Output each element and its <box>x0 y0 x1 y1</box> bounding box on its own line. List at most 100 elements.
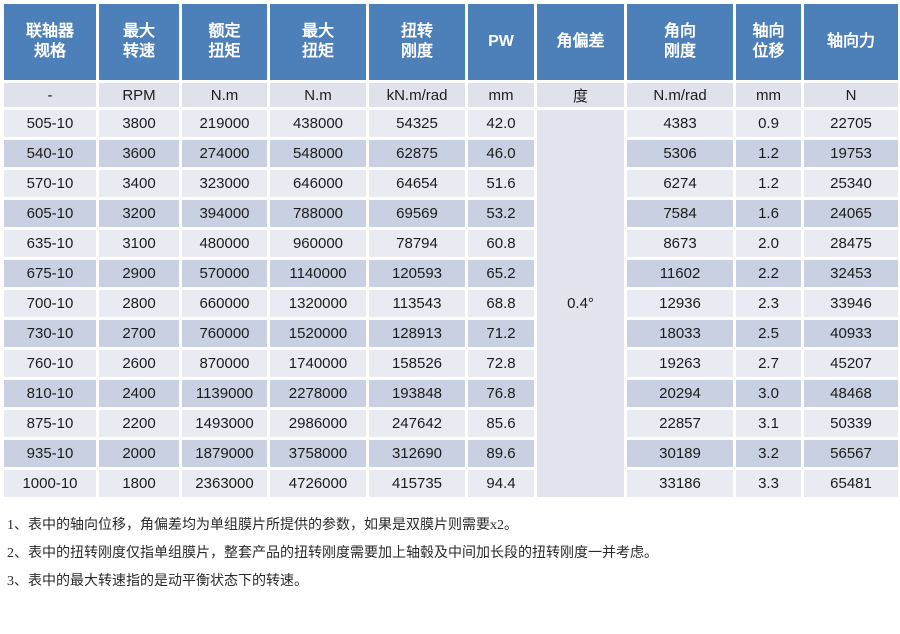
cell-angular-stiffness: 11602 <box>627 260 733 287</box>
cell-axial-displacement: 2.7 <box>736 350 801 377</box>
cell-max-speed: 2600 <box>99 350 179 377</box>
cell-spec: 505-10 <box>4 110 96 137</box>
cell-pw: 76.8 <box>468 380 534 407</box>
cell-pw: 68.8 <box>468 290 534 317</box>
unit-angular-stiffness: N.m/rad <box>627 83 733 107</box>
unit-rated-torque: N.m <box>182 83 267 107</box>
cell-max-torque: 646000 <box>270 170 366 197</box>
cell-torsional-stiffness: 64654 <box>369 170 465 197</box>
coupling-spec-table: 联轴器 规格 最大 转速 额定 扭矩 最大 扭矩 扭转 刚度 PW 角偏差 角向 刚度 轴向 位… <box>1 1 900 500</box>
cell-max-speed: 2800 <box>99 290 179 317</box>
cell-axial-displacement: 3.0 <box>736 380 801 407</box>
cell-max-torque: 3758000 <box>270 440 366 467</box>
cell-axial-force: 40933 <box>804 320 898 347</box>
cell-rated-torque: 323000 <box>182 170 267 197</box>
cell-rated-torque: 274000 <box>182 140 267 167</box>
table-row: 635-10 3100 480000 960000 78794 60.8 8673 2.0 28… <box>4 230 898 257</box>
cell-spec: 700-10 <box>4 290 96 317</box>
header-row: 联轴器 规格 最大 转速 额定 扭矩 最大 扭矩 扭转 刚度 PW 角偏差 角向 刚度 轴向 位… <box>4 4 898 80</box>
cell-axial-displacement: 3.1 <box>736 410 801 437</box>
cell-max-speed: 2900 <box>99 260 179 287</box>
column-header-spec: 联轴器 规格 <box>4 4 96 80</box>
table-row: 540-10 3600 274000 548000 62875 46.0 5306 1.2 19… <box>4 140 898 167</box>
cell-pw: 42.0 <box>468 110 534 137</box>
cell-axial-displacement: 0.9 <box>736 110 801 137</box>
cell-rated-torque: 760000 <box>182 320 267 347</box>
cell-angular-deviation-merged: 0.4° <box>537 110 624 497</box>
column-header-angular-deviation: 角偏差 <box>537 4 624 80</box>
cell-torsional-stiffness: 128913 <box>369 320 465 347</box>
cell-rated-torque: 394000 <box>182 200 267 227</box>
cell-axial-force: 50339 <box>804 410 898 437</box>
cell-spec: 875-10 <box>4 410 96 437</box>
unit-axial-displacement: mm <box>736 83 801 107</box>
cell-axial-force: 28475 <box>804 230 898 257</box>
cell-axial-displacement: 2.2 <box>736 260 801 287</box>
table-row: 760-10 2600 870000 1740000 158526 72.8 19263 2.… <box>4 350 898 377</box>
cell-axial-displacement: 1.6 <box>736 200 801 227</box>
cell-max-torque: 4726000 <box>270 470 366 497</box>
unit-torsional-stiffness: kN.m/rad <box>369 83 465 107</box>
cell-rated-torque: 1879000 <box>182 440 267 467</box>
table-row: 570-10 3400 323000 646000 64654 51.6 6274 1.2 25… <box>4 170 898 197</box>
note: 1、表中的轴向位移，角偏差均为单组膜片所提供的参数，如果是双膜片则需要x2。 <box>7 518 518 533</box>
cell-angular-stiffness: 6274 <box>627 170 733 197</box>
cell-torsional-stiffness: 54325 <box>369 110 465 137</box>
column-header-rated-torque: 额定 扭矩 <box>182 4 267 80</box>
cell-pw: 53.2 <box>468 200 534 227</box>
cell-max-torque: 1520000 <box>270 320 366 347</box>
cell-max-torque: 788000 <box>270 200 366 227</box>
cell-pw: 71.2 <box>468 320 534 347</box>
cell-axial-force: 24065 <box>804 200 898 227</box>
table-head: 联轴器 规格 最大 转速 额定 扭矩 最大 扭矩 扭转 刚度 PW 角偏差 角向 刚度 轴向 位… <box>4 4 898 107</box>
cell-max-speed: 1800 <box>99 470 179 497</box>
column-header-max-torque: 最大 扭矩 <box>270 4 366 80</box>
cell-rated-torque: 2363000 <box>182 470 267 497</box>
cell-axial-displacement: 3.3 <box>736 470 801 497</box>
cell-spec: 540-10 <box>4 140 96 167</box>
cell-spec: 810-10 <box>4 380 96 407</box>
cell-torsional-stiffness: 69569 <box>369 200 465 227</box>
cell-max-speed: 3200 <box>99 200 179 227</box>
cell-torsional-stiffness: 78794 <box>369 230 465 257</box>
unit-angular-deviation: 度 <box>537 83 624 107</box>
unit-axial-force: N <box>804 83 898 107</box>
cell-spec: 675-10 <box>4 260 96 287</box>
cell-rated-torque: 480000 <box>182 230 267 257</box>
cell-max-speed: 3400 <box>99 170 179 197</box>
table-row: 675-10 2900 570000 1140000 120593 65.2 11602 2.… <box>4 260 898 287</box>
cell-angular-stiffness: 12936 <box>627 290 733 317</box>
cell-pw: 51.6 <box>468 170 534 197</box>
column-header-angular-stiffness: 角向 刚度 <box>627 4 733 80</box>
cell-rated-torque: 1493000 <box>182 410 267 437</box>
cell-axial-force: 56567 <box>804 440 898 467</box>
table-row: 875-10 2200 1493000 2986000 247642 85.6 22857 3… <box>4 410 898 437</box>
note: 3、表中的最大转速指的是动平衡状态下的转速。 <box>7 574 308 589</box>
cell-max-speed: 2200 <box>99 410 179 437</box>
unit-pw: mm <box>468 83 534 107</box>
table-row: 935-10 2000 1879000 3758000 312690 89.6 30189 3… <box>4 440 898 467</box>
cell-max-torque: 960000 <box>270 230 366 257</box>
table-row: 700-10 2800 660000 1320000 113543 68.8 12936 2.… <box>4 290 898 317</box>
cell-angular-stiffness: 33186 <box>627 470 733 497</box>
cell-torsional-stiffness: 193848 <box>369 380 465 407</box>
cell-max-speed: 3600 <box>99 140 179 167</box>
column-header-max-speed: 最大 转速 <box>99 4 179 80</box>
cell-angular-stiffness: 18033 <box>627 320 733 347</box>
cell-angular-stiffness: 4383 <box>627 110 733 137</box>
unit-max-torque: N.m <box>270 83 366 107</box>
cell-angular-stiffness: 7584 <box>627 200 733 227</box>
table-row: 810-10 2400 1139000 2278000 193848 76.8 20294 3… <box>4 380 898 407</box>
cell-max-speed: 2400 <box>99 380 179 407</box>
note: 2、表中的扭转刚度仅指单组膜片，整套产品的扭转刚度需要加上轴毂及中间加长段的扭转… <box>7 546 658 561</box>
cell-axial-force: 25340 <box>804 170 898 197</box>
table-row: 730-10 2700 760000 1520000 128913 71.2 18033 2.… <box>4 320 898 347</box>
cell-pw: 60.8 <box>468 230 534 257</box>
cell-torsional-stiffness: 113543 <box>369 290 465 317</box>
cell-torsional-stiffness: 158526 <box>369 350 465 377</box>
table-row: 1000-10 1800 2363000 4726000 415735 94.4 33186… <box>4 470 898 497</box>
cell-axial-force: 19753 <box>804 140 898 167</box>
cell-axial-force: 48468 <box>804 380 898 407</box>
cell-axial-force: 65481 <box>804 470 898 497</box>
